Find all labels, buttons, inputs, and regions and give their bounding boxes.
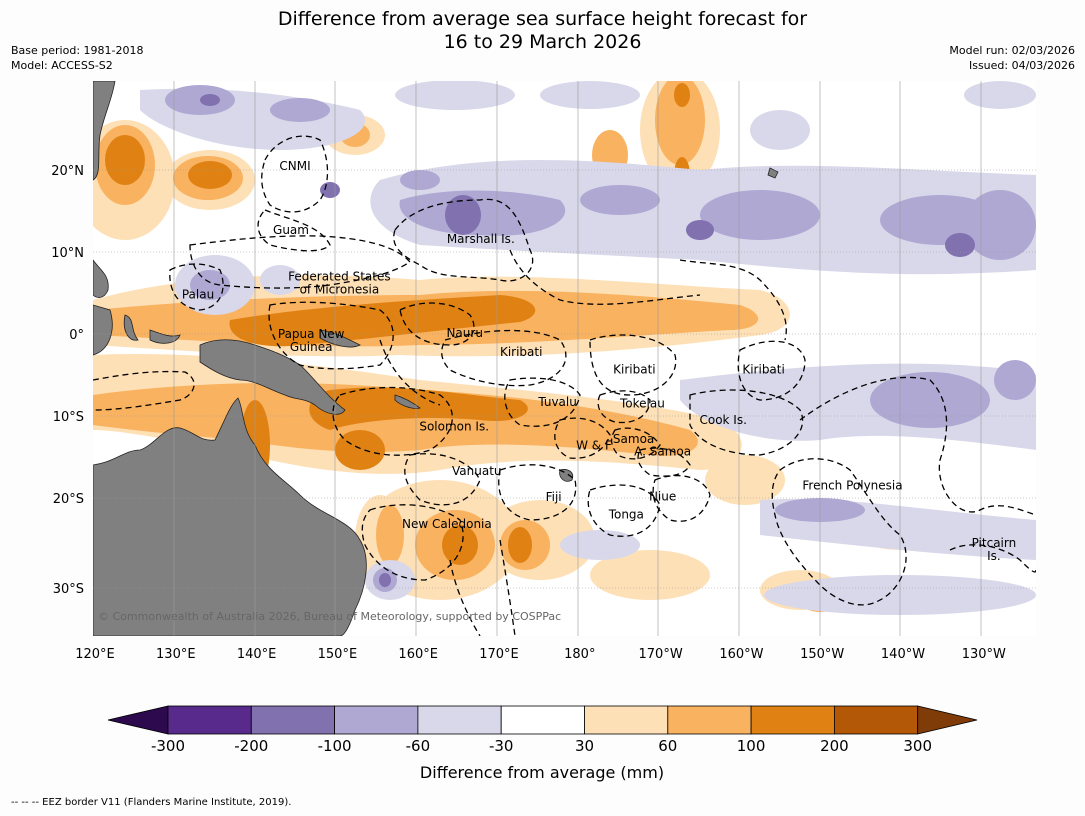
region-label: Papua New bbox=[278, 327, 345, 341]
longitude-tick-label: 130°E bbox=[156, 647, 196, 662]
forecast-map: © Commonwealth of Australia 2026, Bureau… bbox=[51, 81, 1036, 782]
colorbar-title: Difference from average (mm) bbox=[420, 763, 664, 782]
region-label: Federated States bbox=[288, 270, 390, 284]
latitude-tick-label: 10°S bbox=[53, 410, 84, 425]
colorbar-tick-label: -300 bbox=[151, 737, 185, 755]
model-name: Model: ACCESS-S2 bbox=[11, 59, 113, 72]
region-label: French Polynesia bbox=[802, 479, 902, 493]
colorbar-segment bbox=[417, 705, 502, 735]
eez-borders bbox=[93, 135, 1036, 636]
region-label: Cook Is. bbox=[699, 413, 746, 427]
colorbar-tick-label: 30 bbox=[575, 737, 594, 755]
region-label: Niue bbox=[649, 489, 676, 503]
colorbar-tick-label: 60 bbox=[658, 737, 677, 755]
region-label: Marshall Is. bbox=[447, 232, 515, 246]
longitude-tick-label: 170°E bbox=[479, 647, 519, 662]
longitude-tick-label: 140°W bbox=[881, 647, 925, 662]
colorbar: -300 -200 -100 -60 -30 30 60 100 200 300 bbox=[107, 705, 978, 755]
longitude-tick-label: 180° bbox=[564, 647, 595, 662]
longitude-tick-label: 150°E bbox=[318, 647, 358, 662]
latitude-tick-label: 20°N bbox=[51, 164, 84, 179]
colorbar-tick-label: -200 bbox=[234, 737, 268, 755]
land bbox=[93, 81, 779, 636]
title-line-2: 16 to 29 March 2026 bbox=[443, 31, 642, 53]
colorbar-tick-label: 100 bbox=[737, 737, 766, 755]
region-label: Palau bbox=[182, 288, 214, 302]
region-label: Is. bbox=[987, 549, 1001, 563]
region-label: Kiribati bbox=[613, 362, 655, 376]
longitude-tick-label: 150°W bbox=[800, 647, 844, 662]
colorbar-tick-label: -60 bbox=[406, 737, 431, 755]
latitude-tick-label: 20°S bbox=[53, 492, 84, 507]
region-label: Guinea bbox=[290, 340, 333, 354]
colorbar-segment bbox=[750, 705, 835, 735]
colorbar-segment bbox=[250, 705, 336, 735]
longitude-tick-label: 120°E bbox=[75, 647, 115, 662]
colorbar-segment bbox=[584, 705, 669, 735]
colorbar-segment bbox=[834, 705, 919, 735]
region-label: Kiribati bbox=[742, 362, 784, 376]
longitude-tick-label: 160°E bbox=[398, 647, 438, 662]
latitude-tick-label: 30°S bbox=[53, 582, 84, 597]
colorbar-tick-label: 300 bbox=[903, 737, 932, 755]
region-label: Tuvalu bbox=[537, 395, 577, 409]
longitude-tick-label: 160°W bbox=[719, 647, 763, 662]
chart-title: Difference from average sea surface heig… bbox=[0, 8, 1085, 54]
region-label: Guam bbox=[273, 223, 309, 237]
region-label: Kiribati bbox=[500, 345, 542, 359]
region-label: Tonga bbox=[608, 507, 644, 521]
colorbar-segment bbox=[167, 705, 252, 735]
region-label: CNMI bbox=[279, 159, 310, 173]
base-period: Base period: 1981-2018 bbox=[11, 44, 144, 57]
longitude-tick-labels: 120°E 130°E 140°E 150°E 160°E 170°E 180° 170°W 1… bbox=[75, 647, 1006, 662]
region-label: Pitcairn bbox=[972, 536, 1017, 550]
region-label: New Caledonia bbox=[402, 517, 492, 531]
region-label: W & F bbox=[576, 439, 612, 453]
region-label: A. Samoa bbox=[634, 444, 691, 458]
title-line-1: Difference from average sea surface heig… bbox=[277, 8, 808, 30]
colorbar-extend-high bbox=[917, 705, 978, 735]
colorbar-tick-label: -100 bbox=[318, 737, 352, 755]
metadata-left: Base period: 1981-2018 Model: ACCESS-S2 bbox=[11, 43, 143, 73]
longitude-tick-label: 130°W bbox=[962, 647, 1006, 662]
longitude-tick-label: 170°W bbox=[639, 647, 683, 662]
colorbar-tick-label: -30 bbox=[489, 737, 514, 755]
colorbar-segment bbox=[334, 705, 419, 735]
region-label: Solomon Is. bbox=[419, 420, 489, 434]
colorbar-segment bbox=[500, 705, 585, 735]
latitude-tick-label: 0° bbox=[69, 328, 84, 343]
region-label: Samoa bbox=[613, 432, 654, 446]
metadata-right: Model run: 02/03/2026 Issued: 04/03/2026 bbox=[949, 43, 1075, 73]
issued-date: Issued: 04/03/2026 bbox=[968, 59, 1075, 72]
region-label: Tokelau bbox=[619, 397, 665, 411]
map-credit: © Commonwealth of Australia 2026, Bureau… bbox=[98, 610, 561, 623]
model-run-date: Model run: 02/03/2026 bbox=[949, 44, 1075, 57]
colorbar-segment bbox=[667, 705, 752, 735]
anomaly-field: © Commonwealth of Australia 2026, Bureau… bbox=[93, 81, 1036, 636]
latitude-tick-label: 10°N bbox=[51, 246, 84, 261]
longitude-tick-label: 140°E bbox=[237, 647, 277, 662]
colorbar-extend-low bbox=[107, 705, 169, 735]
region-label: of Micronesia bbox=[300, 283, 380, 297]
graticule bbox=[93, 169, 1036, 589]
region-label: Nauru bbox=[446, 326, 482, 340]
eez-footnote: -- -- -- EEZ border V11 (Flanders Marine… bbox=[11, 797, 292, 808]
region-label: Vanuatu bbox=[452, 464, 502, 478]
region-label: Fiji bbox=[546, 490, 562, 504]
latitude-tick-labels: 20°N 10°N 0° 10°S 20°S 30°S bbox=[51, 164, 84, 597]
colorbar-tick-label: 200 bbox=[820, 737, 849, 755]
